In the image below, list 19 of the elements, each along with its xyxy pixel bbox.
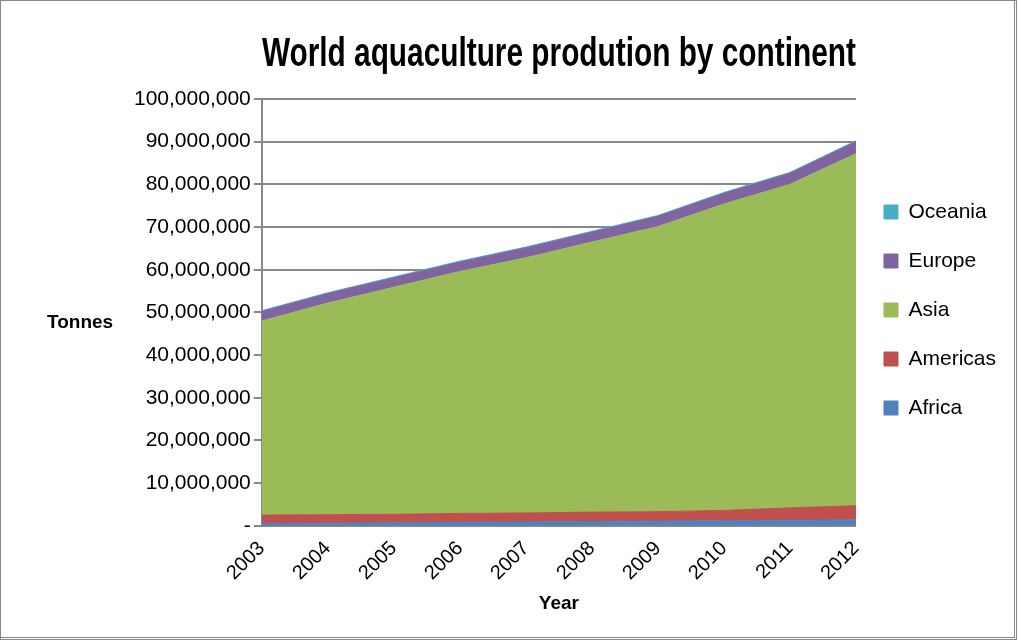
y-axis-title: Tonnes: [47, 310, 114, 332]
x-axis-title: Year: [538, 591, 580, 613]
y-tick-label: 30,000,000: [145, 384, 251, 408]
y-tick-label: 70,000,000: [145, 213, 251, 237]
legend-label: Europe: [908, 247, 977, 271]
legend-label: Africa: [908, 394, 963, 418]
y-tick-label: 20,000,000: [145, 427, 251, 451]
y-tick-label: 10,000,000: [145, 469, 251, 493]
y-tick-label: 100,000,000: [133, 85, 251, 109]
y-tick-label: 80,000,000: [145, 171, 251, 195]
chart-title: World aquaculture prodution by continent: [261, 29, 857, 74]
y-tick-label: 50,000,000: [145, 299, 251, 323]
legend-label: Asia: [908, 296, 950, 320]
legend-label: Americas: [908, 345, 997, 369]
legend-label: Oceania: [908, 198, 988, 222]
y-tick-label: 90,000,000: [145, 128, 251, 152]
y-tick-label: 40,000,000: [145, 341, 251, 365]
y-tick-label: -: [243, 512, 251, 536]
y-tick-label: 60,000,000: [145, 256, 251, 280]
